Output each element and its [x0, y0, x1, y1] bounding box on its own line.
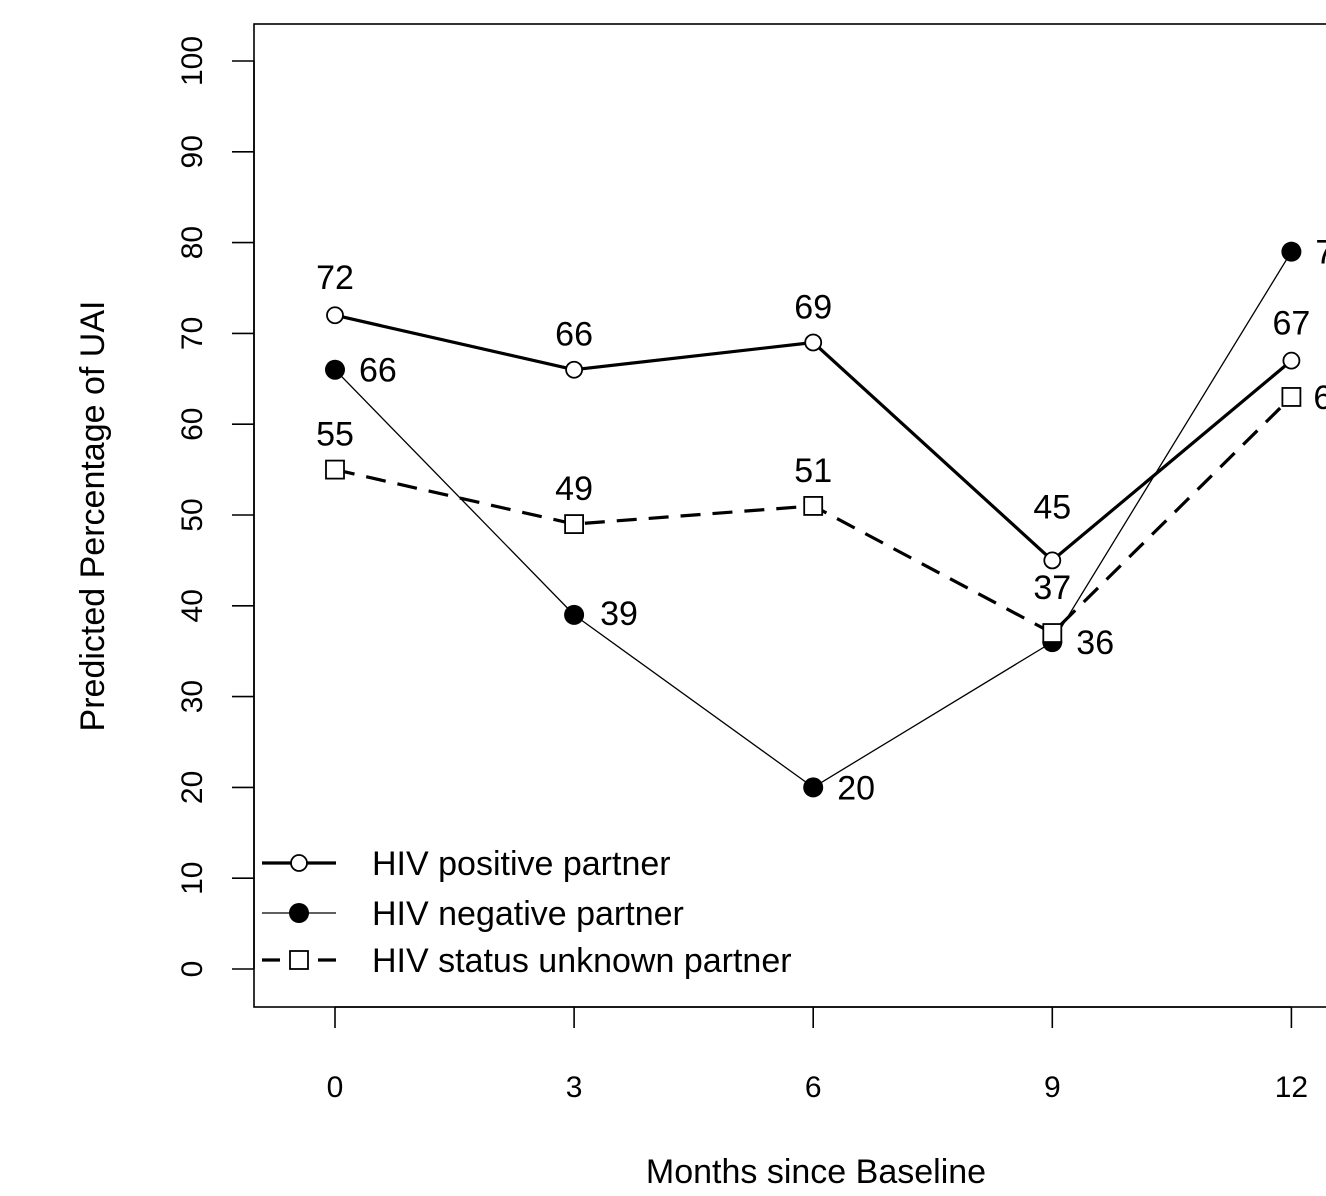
- series-0-data-label: 66: [555, 316, 593, 354]
- series-0-point: [326, 306, 344, 325]
- series-1-data-label: 79: [1315, 234, 1326, 272]
- y-tick-label: 90: [176, 135, 209, 168]
- series-1-data-label: 20: [837, 769, 875, 807]
- series-1-line: [334, 251, 1292, 789]
- series-0-data-label: 67: [1272, 305, 1310, 343]
- y-axis: 0 10 20 30 40 50 60 70 80 90 100: [176, 36, 255, 978]
- legend-label: HIV negative partner: [372, 895, 684, 933]
- series-2-data-label: 37: [1033, 569, 1071, 607]
- legend-marker: [290, 854, 308, 872]
- series-2-data-label: 49: [555, 470, 593, 508]
- legend-item-1: HIV negative partner: [262, 895, 684, 933]
- legend-item-0: HIV positive partner: [262, 845, 671, 883]
- series-0-data-label: 69: [794, 288, 832, 326]
- series-0-line: [334, 313, 1293, 563]
- series-0-data-label: 72: [316, 259, 354, 297]
- x-tick-label: 6: [805, 1071, 822, 1104]
- series-0-point: [565, 360, 583, 379]
- series-0: 72 66 69 45 67: [316, 259, 1310, 570]
- series-1-point: [564, 604, 585, 625]
- series-2-point: [1281, 387, 1302, 407]
- series-2-data-label: 63: [1313, 379, 1326, 417]
- series-0-point: [1043, 551, 1062, 570]
- series-2-data-label: 55: [316, 416, 354, 454]
- series-2: 55 49 51 37 63: [316, 379, 1326, 643]
- y-tick-label: 50: [176, 498, 209, 531]
- legend-marker: [289, 950, 309, 970]
- legend-item-2: HIV status unknown partner: [262, 942, 792, 980]
- x-tick-label: 12: [1275, 1071, 1308, 1104]
- series-layer: 66 39 20 36 79 55 49 51 37 63 72 66 69 45 67: [316, 234, 1326, 808]
- x-axis-label: Months since Baseline: [646, 1153, 986, 1191]
- legend-label: HIV positive partner: [372, 845, 671, 883]
- series-0-point: [804, 333, 823, 352]
- y-tick-label: 20: [176, 771, 209, 804]
- legend: HIV positive partner HIV negative partner…: [262, 845, 792, 980]
- series-2-point: [564, 514, 584, 534]
- series-2-data-label: 51: [794, 452, 832, 490]
- x-tick-label: 9: [1044, 1071, 1061, 1104]
- y-axis-label: Predicted Percentage of UAI: [74, 301, 112, 732]
- series-1-data-label: 66: [359, 352, 397, 390]
- x-tick-label: 3: [566, 1071, 583, 1104]
- x-axis: 0 3 6 9 12: [327, 1006, 1308, 1104]
- y-tick-label: 100: [176, 36, 209, 86]
- x-tick-label: 0: [327, 1071, 344, 1104]
- series-1-point: [1281, 241, 1302, 262]
- series-2-point: [325, 459, 345, 480]
- series-0-point: [1282, 351, 1301, 370]
- series-1-data-label: 36: [1076, 624, 1114, 662]
- y-tick-label: 70: [176, 317, 209, 350]
- series-2-point: [803, 496, 824, 516]
- series-1-point: [325, 359, 345, 380]
- y-tick-label: 10: [176, 862, 209, 895]
- y-tick-label: 80: [176, 226, 209, 259]
- legend-label: HIV status unknown partner: [372, 942, 792, 980]
- series-1-data-label: 39: [600, 595, 638, 633]
- series-1: 66 39 20 36 79: [325, 234, 1326, 807]
- y-tick-label: 40: [176, 589, 209, 622]
- y-tick-label: 60: [176, 408, 209, 441]
- series-1-point: [803, 777, 824, 798]
- y-tick-label: 0: [176, 961, 209, 978]
- legend-marker: [289, 903, 309, 923]
- series-2-point: [1042, 623, 1063, 643]
- y-tick-label: 30: [176, 680, 209, 713]
- series-0-data-label: 45: [1033, 488, 1071, 526]
